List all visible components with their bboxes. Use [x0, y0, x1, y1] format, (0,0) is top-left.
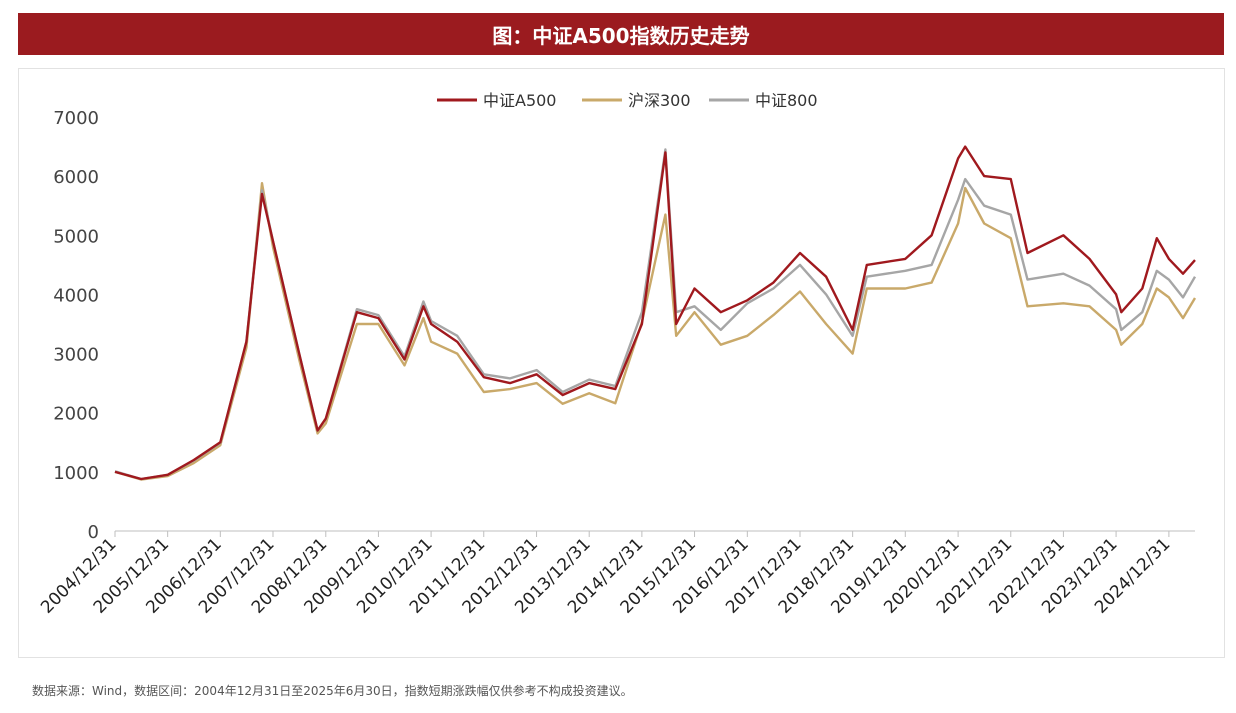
legend-label: 中证800 — [755, 91, 818, 110]
y-tick-label: 4000 — [53, 285, 99, 306]
y-tick-label: 3000 — [53, 345, 99, 366]
y-tick-label: 0 — [88, 522, 99, 543]
series-line-1 — [114, 145, 1196, 481]
chart-container: 0 1000 2000 3000 4000 5000 6000 7000 2004/12/31 2… — [18, 68, 1225, 658]
series-line-2 — [114, 182, 1197, 481]
legend-label: 中证A500 — [483, 91, 557, 110]
chart-title-bar: 图：中证A500指数历史走势 — [18, 13, 1224, 55]
y-tick-label: 7000 — [53, 108, 99, 129]
y-tick-label: 1000 — [53, 463, 99, 484]
legend-label: 沪深300 — [628, 91, 691, 110]
y-tick-label: 2000 — [53, 404, 99, 425]
y-tick-label: 6000 — [53, 167, 99, 188]
y-tick-label: 5000 — [53, 226, 99, 247]
series-line-3 — [114, 148, 1197, 481]
line-chart: 010002000300040005000600070002004/12/312… — [37, 91, 1197, 618]
data-source-note: 数据来源：Wind，数据区间：2004年12月31日至2025年6月30日，指数… — [32, 684, 633, 698]
chart-title: 图：中证A500指数历史走势 — [492, 23, 750, 48]
